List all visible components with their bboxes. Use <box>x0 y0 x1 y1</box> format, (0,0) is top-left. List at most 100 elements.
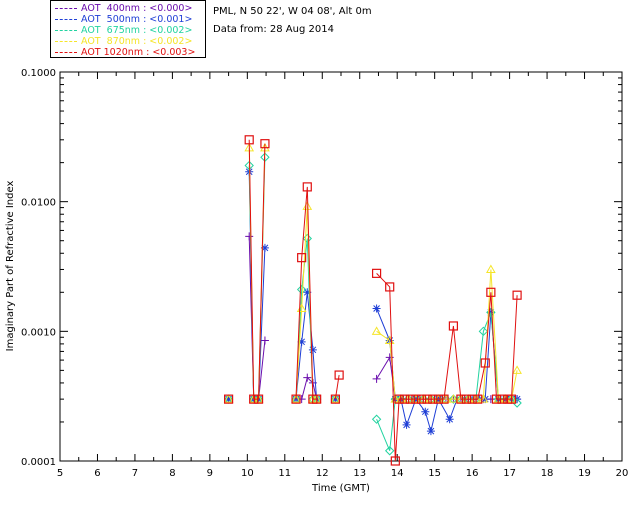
series-line <box>248 139 266 400</box>
data-point <box>390 456 400 466</box>
data-point <box>297 253 307 263</box>
y-tick-label: 0.1000 <box>21 68 56 79</box>
legend-entry-500nm: AOT 500nm : <0.001> <box>55 14 205 25</box>
x-tick-label: 16 <box>466 468 479 479</box>
data-point <box>303 288 312 297</box>
legend-swatch <box>55 8 77 9</box>
legend-label: AOT 400nm : <0.000> <box>81 3 193 14</box>
x-tick-label: 9 <box>207 468 213 479</box>
data-point <box>245 232 254 241</box>
data-point <box>512 290 522 300</box>
data-point <box>334 370 344 380</box>
legend-swatch <box>55 19 77 20</box>
data-point <box>422 394 432 404</box>
y-tick-label: 0.0001 <box>21 457 56 468</box>
data-point <box>330 394 340 404</box>
data-date: Data from: 28 Aug 2014 <box>213 24 334 35</box>
data-point <box>480 358 490 368</box>
data-point <box>439 394 449 404</box>
x-tick-label: 8 <box>169 468 175 479</box>
data-point <box>372 374 381 383</box>
data-point <box>394 394 404 404</box>
data-point <box>486 264 496 273</box>
data-point <box>302 233 312 244</box>
data-point <box>448 394 459 403</box>
data-point <box>260 336 269 345</box>
x-tick-label: 20 <box>616 468 629 479</box>
data-point <box>448 321 458 331</box>
x-tick-label: 7 <box>132 468 138 479</box>
series-aot-1020nm <box>224 135 522 466</box>
data-point <box>297 337 306 346</box>
legend-swatch <box>55 41 77 42</box>
site-info: PML, N 50 22', W 04 08', Alt 0m <box>213 6 372 17</box>
x-tick-label: 15 <box>428 468 441 479</box>
data-point <box>224 395 233 404</box>
data-point <box>445 415 454 424</box>
x-tick-label: 5 <box>57 468 63 479</box>
data-point <box>506 394 517 404</box>
data-point <box>371 268 382 278</box>
legend-label: AOT 675nm : <0.002> <box>81 25 193 36</box>
data-point <box>312 394 322 404</box>
x-axis-label: Time (GMT) <box>311 483 370 494</box>
data-point <box>303 373 312 382</box>
x-tick-label: 17 <box>503 468 516 479</box>
legend-entry-1020nm: AOT 1020nm : <0.003> <box>55 47 205 58</box>
data-point <box>302 182 312 192</box>
legend: AOT 400nm : <0.000> AOT 500nm : <0.001> … <box>50 0 206 58</box>
data-point <box>296 284 307 295</box>
data-point <box>428 394 438 404</box>
plot-frame <box>59 71 623 462</box>
data-point <box>411 394 421 404</box>
data-point <box>302 201 313 210</box>
data-point <box>512 365 522 374</box>
legend-entry-400nm: AOT 400nm : <0.000> <box>55 3 205 14</box>
x-tick-label: 11 <box>278 468 291 479</box>
legend-swatch <box>55 30 77 31</box>
data-point <box>330 394 341 403</box>
legend-entry-675nm: AOT 675nm : <0.002> <box>55 25 205 36</box>
data-point <box>426 427 435 436</box>
data-point <box>416 394 427 404</box>
data-point <box>260 243 269 252</box>
series-line <box>295 186 317 400</box>
data-point <box>224 394 234 404</box>
x-tick-label: 6 <box>94 468 100 479</box>
data-point <box>421 407 430 416</box>
data-point <box>385 282 395 292</box>
legend-label: AOT 870nm : <0.002> <box>81 36 193 47</box>
series-aot-675nm <box>223 152 522 456</box>
x-tick-label: 14 <box>391 468 404 479</box>
x-tick-label: 12 <box>316 468 329 479</box>
data-point <box>473 394 483 404</box>
data-point <box>497 394 507 404</box>
data-point <box>384 446 395 456</box>
data-point <box>486 287 496 297</box>
data-point <box>402 420 411 429</box>
data-point <box>478 326 489 337</box>
data-point <box>405 394 415 404</box>
y-axis-label: Imaginary Part of Refractive Index <box>5 181 16 352</box>
x-tick-label: 19 <box>578 468 591 479</box>
data-point <box>291 394 301 403</box>
x-tick-label: 10 <box>241 468 254 479</box>
data-point <box>448 394 459 404</box>
legend-label: AOT 500nm : <0.001> <box>81 14 193 25</box>
data-point <box>400 394 410 404</box>
x-tick-label: 18 <box>541 468 554 479</box>
series-line <box>376 273 518 462</box>
data-point <box>433 394 444 404</box>
data-point <box>461 394 472 404</box>
data-point <box>244 135 254 145</box>
data-point <box>260 139 270 149</box>
data-point <box>371 414 382 424</box>
data-point <box>371 326 382 335</box>
data-point <box>292 395 301 404</box>
legend-entry-870nm: AOT 870nm : <0.002> <box>55 36 205 47</box>
legend-swatch <box>55 52 77 53</box>
series-layer <box>223 135 522 466</box>
data-point <box>308 345 317 354</box>
legend-label: AOT 1020nm : <0.003> <box>81 47 196 58</box>
